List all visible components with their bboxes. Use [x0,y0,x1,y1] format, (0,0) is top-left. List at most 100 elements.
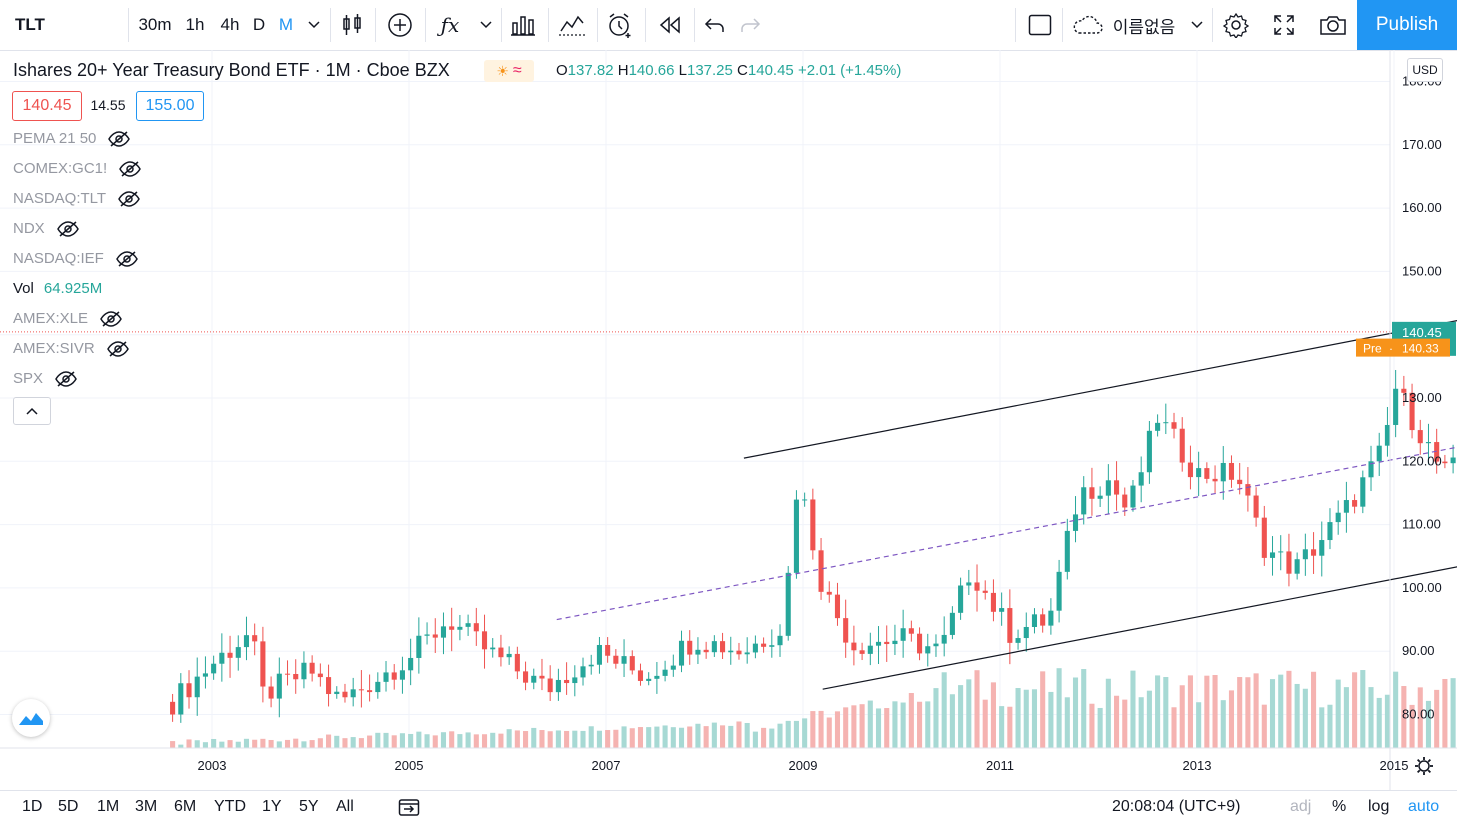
indicator-row[interactable]: AMEX:SIVR [13,340,129,357]
time-axis-settings-icon[interactable] [1415,757,1433,775]
candle-body [367,690,373,693]
market-status-badge[interactable]: ☀ ≈ [484,60,534,82]
volume-bars [170,668,1456,748]
interval-30m[interactable]: 30m [138,15,172,34]
publish-button[interactable]: Publish [1357,0,1457,50]
volume-bar [1245,677,1251,748]
symbol-description[interactable]: Ishares 20+ Year Treasury Bond ETF · 1M … [13,60,450,80]
candles-icon[interactable] [338,0,366,50]
candle-body [1015,638,1021,643]
range-1y[interactable]: 1Y [262,798,282,815]
price-tick-label: 80.00 [1402,707,1435,722]
candle-body [293,674,299,680]
price-tick-label: 170.00 [1402,137,1442,152]
goto-date-icon[interactable] [398,791,420,823]
indicator-name: NDX [13,220,45,237]
indicator-name: SPX [13,370,44,387]
sell-price-button[interactable]: 140.45 [12,91,82,121]
collapse-legend-button[interactable] [13,397,51,425]
hidden-eye-icon[interactable] [100,310,122,327]
financials-icon[interactable] [508,0,538,50]
range-1d[interactable]: 1D [22,798,43,815]
fullscreen-layout-icon[interactable] [1026,0,1054,50]
volume-bar [268,739,274,748]
indicators-dropdown-icon[interactable] [477,0,495,50]
hidden-eye-icon[interactable] [56,220,79,237]
layout-dropdown-icon[interactable] [1188,0,1206,50]
volume-bar [432,735,438,748]
candle-body [465,623,471,627]
candle-body [1171,422,1177,429]
volume-bar [1015,688,1021,748]
indicator-row[interactable]: AMEX:XLE [13,310,122,327]
candle-body [793,499,799,573]
interval-d[interactable]: D [252,15,266,34]
range-6m[interactable]: 6M [174,798,197,815]
volume-bar [1376,697,1382,748]
range-5d[interactable]: 5D [58,798,79,815]
candle-body [1196,468,1202,478]
auto-toggle[interactable]: auto [1408,798,1440,815]
volume-bar [1105,678,1111,748]
spread-value: 14.55 [90,97,126,113]
candle-body [432,634,438,638]
volume-bar [875,708,882,748]
volume-bar [227,740,233,748]
add-compare-icon[interactable] [384,0,416,50]
indicator-row[interactable]: Vol 64.925M [13,280,102,297]
clock-time[interactable]: 20:08:04 (UTC+9) [1112,798,1241,815]
range-1m[interactable]: 1M [97,798,120,815]
indicator-row[interactable]: NDX [13,220,79,237]
redo-icon[interactable] [737,0,763,50]
candle-body [1146,430,1152,473]
candle-body [1179,428,1185,463]
buy-price-button[interactable]: 155.00 [136,91,204,121]
hidden-eye-icon[interactable] [119,160,142,177]
expand-icon[interactable] [1268,0,1300,50]
indicator-row[interactable]: COMEX:GC1! [13,160,142,177]
gear-tooth [1416,769,1421,774]
price-chart[interactable]: 180.00170.00160.00150.00140.00130.00120.… [0,50,1457,790]
candle-body [834,594,841,619]
volume-bar [1269,679,1276,748]
candle-body [1368,461,1374,478]
tradingview-logo-icon[interactable] [12,699,50,737]
interval-1h[interactable]: 1h [185,15,205,34]
indicators-icon[interactable]: ƒx [440,13,460,37]
indicator-row[interactable]: PEMA 21 50 [13,130,131,147]
cloud-icon[interactable] [1070,0,1104,50]
undo-icon[interactable] [702,0,728,50]
currency-button[interactable]: USD [1407,58,1443,82]
candle-body [506,653,512,658]
interval-m[interactable]: M [278,15,294,34]
log-toggle[interactable]: log [1368,798,1390,815]
hidden-eye-icon[interactable] [106,340,129,357]
candle-body [1204,468,1210,479]
hidden-eye-icon[interactable] [108,130,131,147]
indicator-row[interactable]: SPX [13,370,77,387]
indicator-row[interactable]: NASDAQ:IEF [13,250,138,267]
symbol-search[interactable]: TLT [15,15,45,34]
candle-body [982,590,988,593]
replay-icon[interactable] [654,0,686,50]
settings-icon[interactable] [1220,0,1252,50]
hidden-eye-icon[interactable] [115,250,138,267]
interval-dropdown-icon[interactable] [305,0,323,50]
hidden-eye-icon[interactable] [55,370,77,387]
indicator-row[interactable]: NASDAQ:TLT [13,190,140,207]
range-all[interactable]: All [336,798,354,815]
volume-bar [933,688,939,748]
layout-name[interactable]: 이름없음 [1112,17,1176,37]
adj-toggle[interactable]: adj [1290,798,1312,815]
alert-icon[interactable] [604,0,636,50]
range-3m[interactable]: 3M [135,798,158,815]
snapshot-camera-icon[interactable] [1316,0,1350,50]
range-ytd[interactable]: YTD [214,798,246,815]
range-5y[interactable]: 5Y [299,798,319,815]
interval-4h[interactable]: 4h [220,15,240,34]
indicator-name: NASDAQ:TLT [13,190,107,207]
ideas-icon[interactable] [556,0,588,50]
candle-body [949,612,955,635]
percent-toggle[interactable]: % [1332,798,1347,815]
hidden-eye-icon[interactable] [118,190,140,207]
